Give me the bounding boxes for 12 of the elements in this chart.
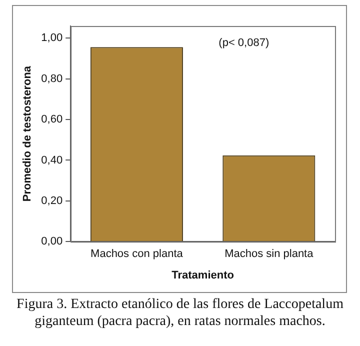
x-tick-label: Machos con planta bbox=[90, 248, 184, 260]
y-tick-label: 1,00 bbox=[41, 32, 63, 44]
annotation: (p< 0,087) bbox=[218, 37, 270, 50]
x-tick-label: Machos sin planta bbox=[224, 248, 314, 260]
y-tick-label: 0,20 bbox=[41, 194, 63, 207]
y-tick-label: 0,40 bbox=[41, 154, 63, 166]
y-tick-label: 0,60 bbox=[41, 114, 63, 126]
x-axis-title: Tratamiento bbox=[172, 269, 234, 282]
y-tick-label: 0,80 bbox=[41, 72, 63, 85]
text: Figura 3. Extracto etanólico de las flores de Laccopetalum giganteum (pacra pacra), en ratas normales machos. bbox=[16, 296, 344, 330]
y-axis-title: Promedio de testosterona bbox=[22, 65, 34, 202]
y-tick-label: 0,00 bbox=[41, 236, 63, 248]
